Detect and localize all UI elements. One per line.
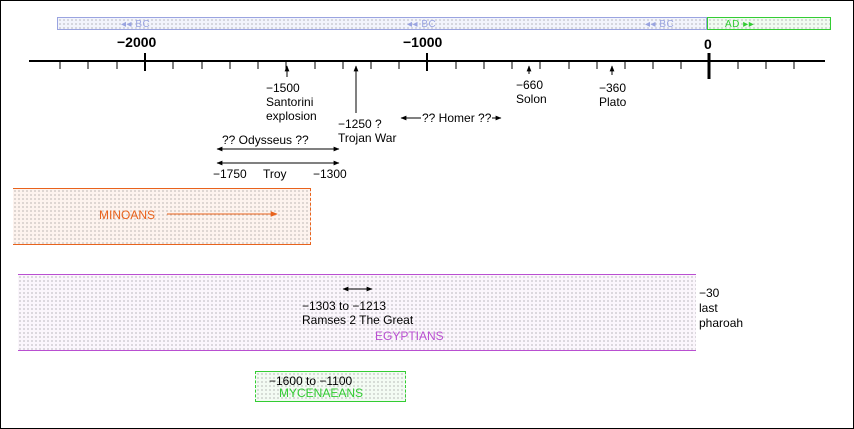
bc-label-3: ◂◂ BC bbox=[645, 19, 675, 30]
trojan-war-name: Trojan War bbox=[338, 131, 397, 145]
troy-name: Troy bbox=[263, 167, 287, 181]
santorini-name-2: explosion bbox=[266, 109, 317, 123]
santorini-year: −1500 bbox=[266, 81, 300, 95]
bc-label-1: ◂◂ BC bbox=[121, 19, 151, 30]
odysseus-label: ?? Odysseus ?? bbox=[222, 133, 309, 147]
ad-era-bar bbox=[707, 17, 831, 30]
mycenaeans-label: MYCENAEANS bbox=[279, 386, 364, 400]
tick-label-minus-2000: −2000 bbox=[117, 34, 157, 50]
santorini-name: Santorini bbox=[266, 95, 314, 109]
bc-era-bar bbox=[57, 17, 707, 30]
solon-year: −660 bbox=[516, 78, 544, 92]
ramses-years: −1303 to −1213 bbox=[302, 299, 387, 313]
egyptians-label: EGYPTIANS bbox=[375, 329, 444, 343]
troy-end-year: −1300 bbox=[313, 167, 347, 181]
ad-label: AD ▸▸ bbox=[725, 19, 755, 30]
mycenaeans-years: −1600 to −1100 bbox=[269, 374, 353, 388]
last-pharaoh-year: −30 bbox=[699, 286, 720, 300]
minoans-label: MINOANS bbox=[99, 208, 156, 222]
homer-label: ?? Homer ?? bbox=[421, 111, 493, 125]
minor-ticks bbox=[59, 61, 795, 69]
last-pharaoh-note-2: pharoah bbox=[699, 316, 744, 330]
troy-start-year: −1750 bbox=[213, 167, 247, 181]
plato-name: Plato bbox=[599, 95, 627, 109]
minoans-band bbox=[13, 188, 311, 245]
tick-label-minus-1000: −1000 bbox=[403, 34, 443, 50]
egyptians-band bbox=[18, 274, 696, 351]
mycenaeans-band bbox=[255, 371, 406, 402]
trojan-war-year: −1250 ? bbox=[338, 117, 382, 131]
tick-label-zero: 0 bbox=[704, 36, 712, 52]
bc-label-2: ◂◂ BC bbox=[407, 19, 437, 30]
plato-year: −360 bbox=[599, 81, 627, 95]
ramses-name: Ramses 2 The Great bbox=[302, 313, 414, 327]
solon-name: Solon bbox=[516, 92, 547, 106]
last-pharaoh-note: last bbox=[699, 301, 718, 315]
